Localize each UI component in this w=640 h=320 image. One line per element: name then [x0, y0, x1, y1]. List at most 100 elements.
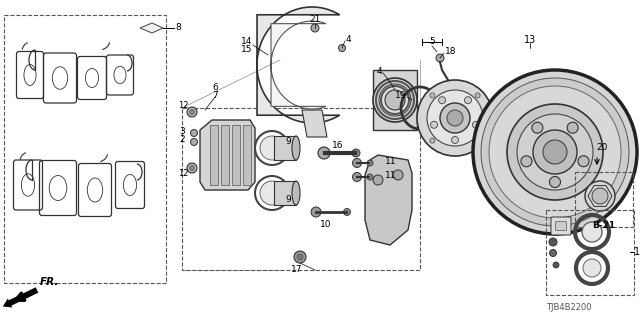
FancyBboxPatch shape [551, 217, 571, 235]
Text: 16: 16 [332, 140, 344, 149]
Circle shape [582, 222, 602, 242]
Polygon shape [257, 7, 339, 123]
Text: 4: 4 [376, 68, 382, 76]
Circle shape [550, 177, 561, 188]
Text: 8: 8 [175, 23, 180, 33]
Text: 17: 17 [291, 265, 303, 274]
Circle shape [440, 103, 470, 133]
Text: 12: 12 [179, 101, 189, 110]
Circle shape [472, 121, 479, 128]
Polygon shape [302, 110, 327, 137]
Polygon shape [140, 23, 163, 33]
Circle shape [260, 181, 284, 205]
Text: 10: 10 [320, 220, 332, 229]
Bar [243, 125, 251, 185]
Circle shape [367, 160, 373, 166]
Circle shape [352, 149, 360, 157]
Bar [182, 108, 420, 270]
FancyArrow shape [3, 287, 38, 308]
Circle shape [507, 104, 603, 200]
Bar [373, 70, 417, 130]
Text: 21: 21 [309, 15, 321, 25]
Text: 3: 3 [179, 127, 185, 137]
Circle shape [489, 86, 621, 218]
Polygon shape [271, 21, 326, 109]
Circle shape [521, 156, 532, 167]
Circle shape [260, 136, 284, 160]
Circle shape [187, 107, 197, 117]
Circle shape [385, 90, 405, 110]
Circle shape [436, 54, 444, 62]
Bar [221, 125, 229, 185]
Circle shape [189, 109, 195, 115]
Text: 1: 1 [634, 247, 640, 257]
Text: FR.: FR. [40, 277, 60, 287]
Text: 9: 9 [285, 138, 291, 147]
Circle shape [533, 130, 577, 174]
Circle shape [373, 78, 417, 122]
Circle shape [311, 24, 319, 32]
Circle shape [187, 163, 197, 173]
Text: 15: 15 [241, 45, 252, 54]
Circle shape [451, 137, 458, 143]
Bar [575, 172, 633, 227]
Text: 7: 7 [212, 91, 218, 100]
Circle shape [189, 165, 195, 171]
Circle shape [393, 170, 403, 180]
Text: 13: 13 [524, 35, 536, 45]
Text: 14: 14 [241, 37, 252, 46]
Text: 19: 19 [394, 92, 406, 100]
Circle shape [447, 110, 463, 126]
Bar [274, 136, 296, 160]
Circle shape [578, 156, 589, 167]
Circle shape [431, 121, 438, 128]
Circle shape [294, 251, 306, 263]
Circle shape [430, 93, 435, 98]
Bar [274, 181, 296, 205]
Circle shape [438, 97, 445, 104]
Circle shape [373, 175, 383, 185]
Circle shape [417, 80, 493, 156]
Circle shape [532, 122, 543, 133]
Circle shape [473, 70, 637, 234]
Circle shape [475, 93, 480, 98]
Circle shape [475, 138, 480, 143]
Circle shape [549, 238, 557, 246]
Circle shape [465, 97, 472, 104]
Circle shape [353, 158, 362, 167]
Circle shape [553, 262, 559, 268]
Text: 20: 20 [596, 143, 607, 153]
Text: 6: 6 [212, 84, 218, 92]
Text: TJB4B2200: TJB4B2200 [546, 303, 591, 312]
Circle shape [339, 44, 346, 52]
Text: 11: 11 [385, 157, 397, 166]
Circle shape [427, 90, 483, 146]
Circle shape [191, 130, 198, 137]
Circle shape [191, 139, 198, 146]
Circle shape [567, 122, 578, 133]
Polygon shape [200, 120, 255, 190]
Circle shape [379, 84, 411, 116]
Bar [546, 210, 634, 295]
Circle shape [353, 172, 362, 181]
FancyBboxPatch shape [556, 221, 566, 230]
Ellipse shape [292, 181, 300, 205]
Circle shape [592, 188, 608, 204]
Circle shape [430, 138, 435, 143]
Text: 18: 18 [445, 47, 456, 57]
Circle shape [344, 209, 351, 215]
Ellipse shape [292, 136, 300, 160]
Text: 9: 9 [285, 196, 291, 204]
Bar [232, 125, 240, 185]
Circle shape [311, 207, 321, 217]
Circle shape [543, 140, 567, 164]
Circle shape [550, 250, 557, 257]
Circle shape [585, 181, 615, 211]
Bar [4, 15, 166, 283]
Text: B-21: B-21 [593, 220, 616, 229]
Circle shape [367, 174, 373, 180]
Text: 12: 12 [179, 170, 189, 179]
Bar [210, 125, 218, 185]
Polygon shape [365, 155, 412, 245]
Circle shape [481, 78, 629, 226]
